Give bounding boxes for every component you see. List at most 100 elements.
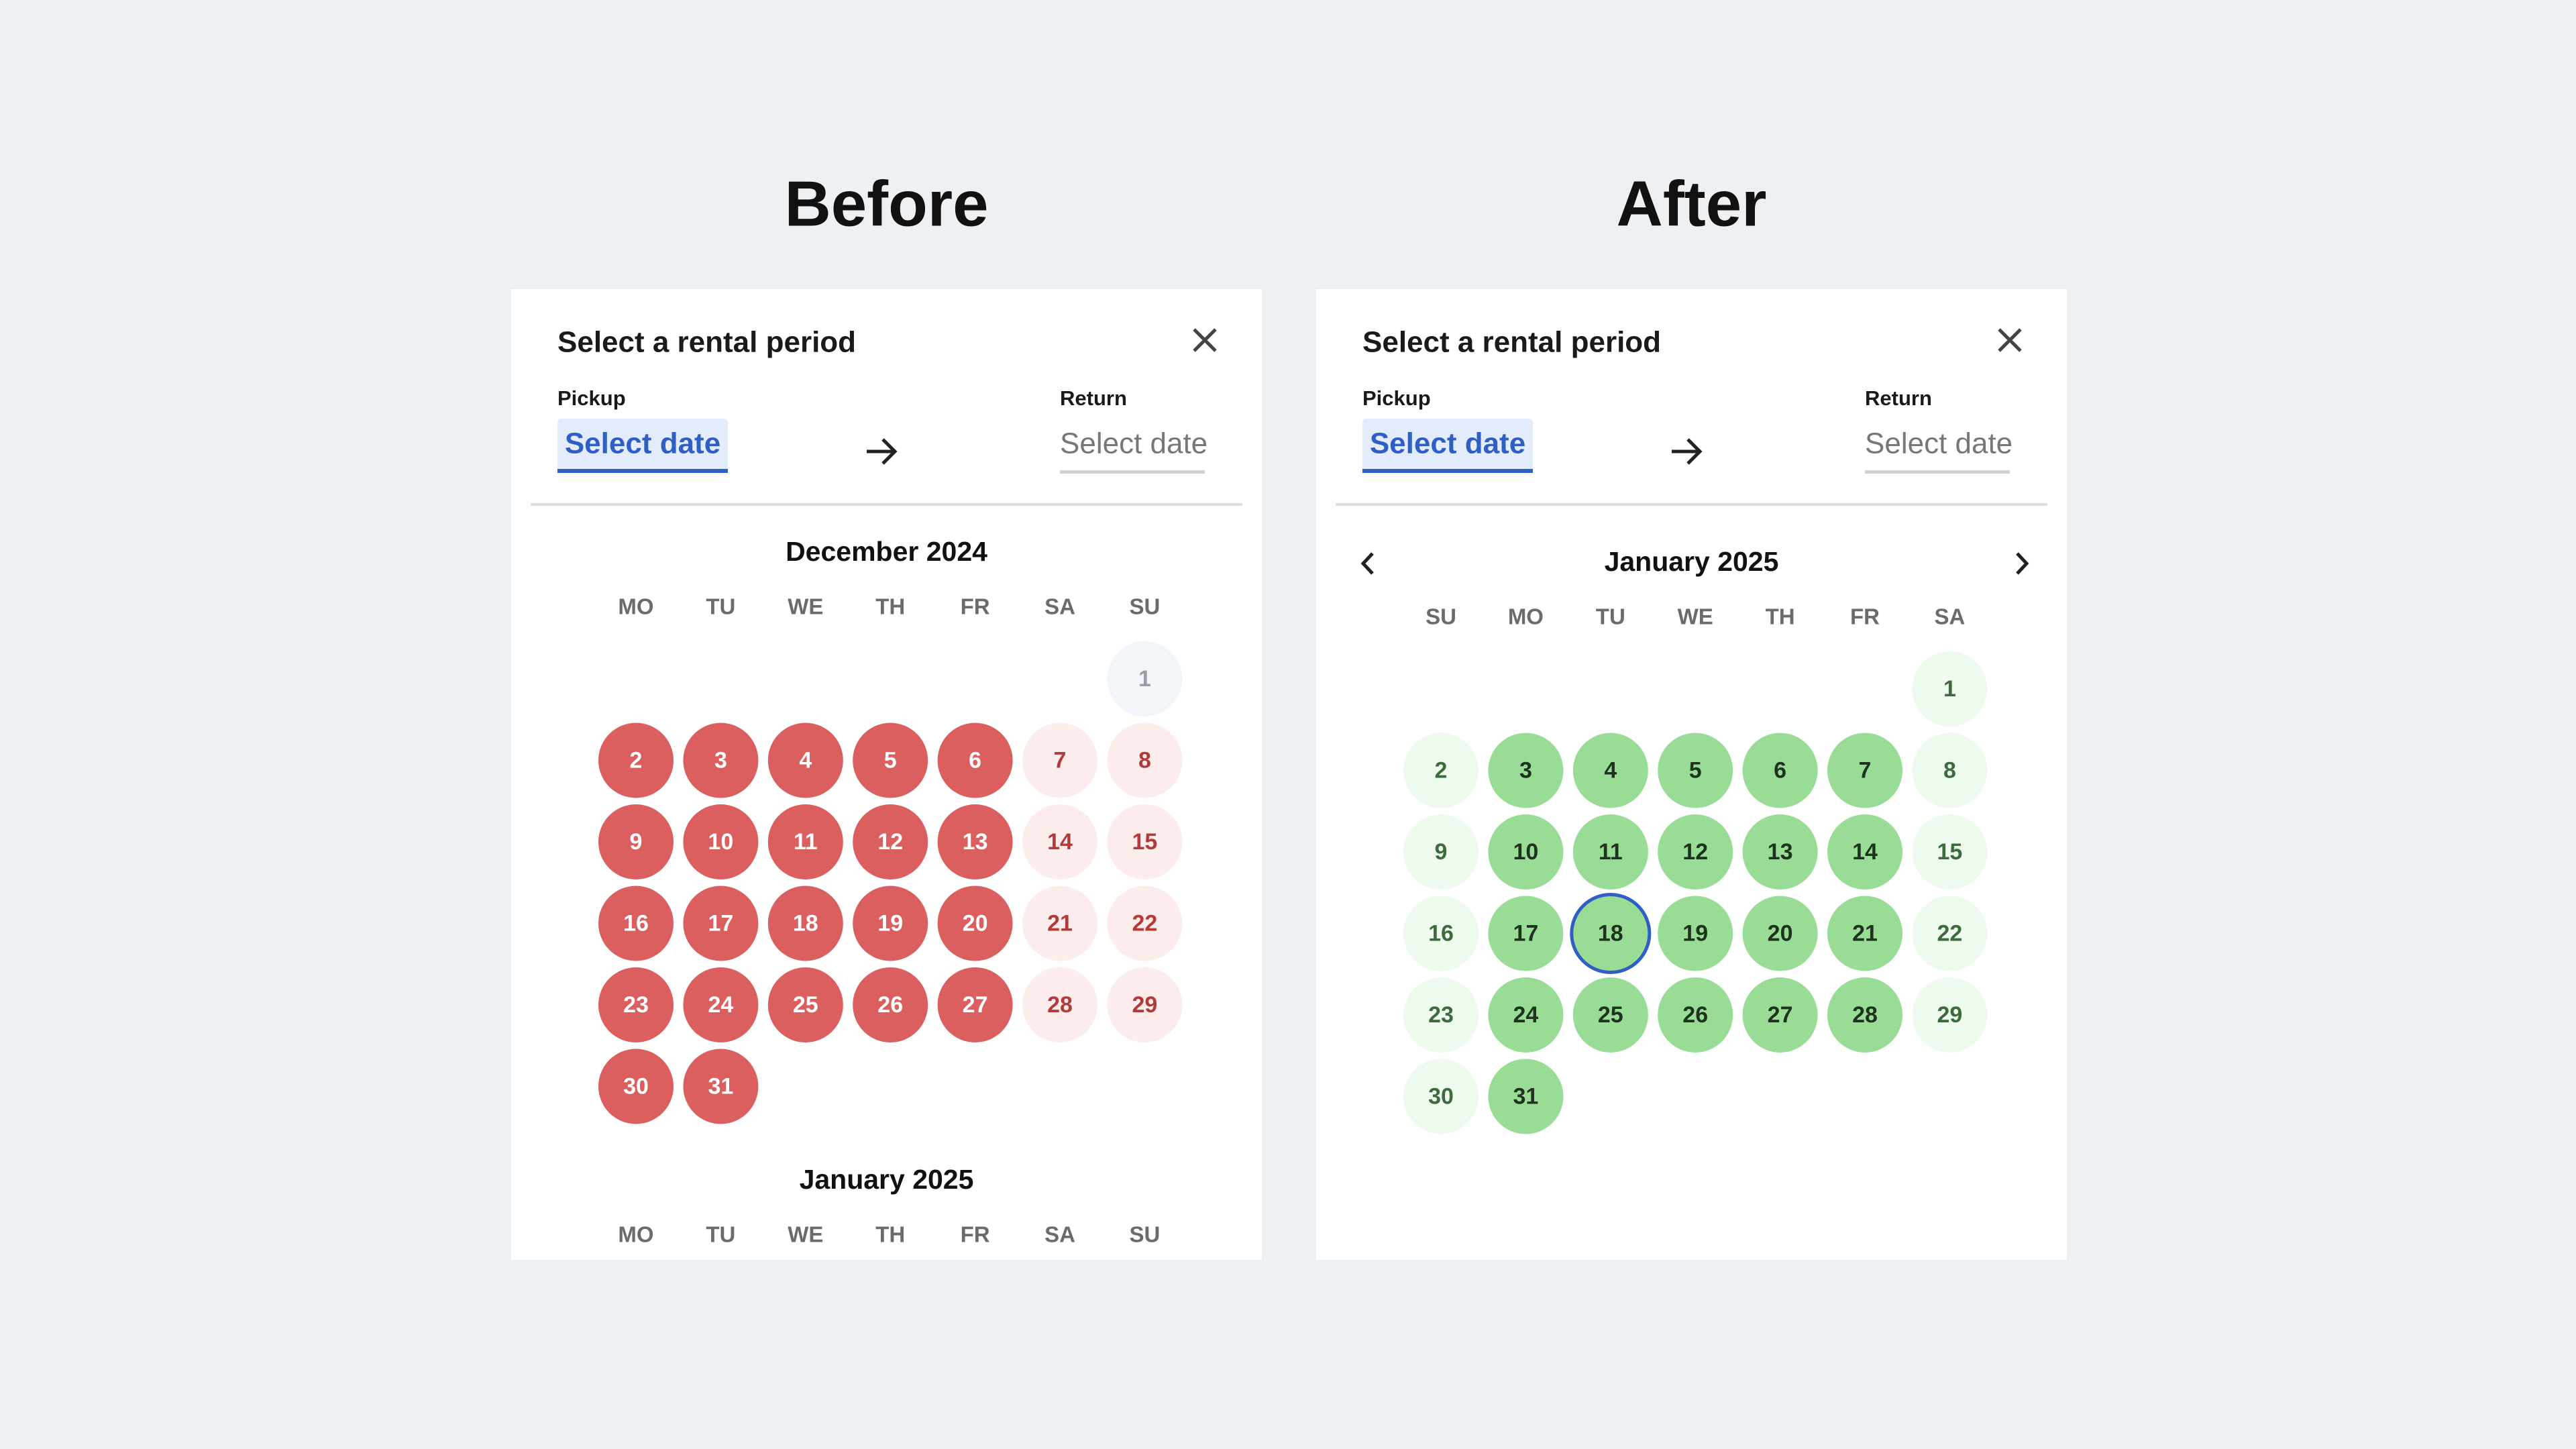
day-cell[interactable]: 28 [1827,977,1902,1053]
weekday-label: FR [1850,604,1880,629]
pickup-field[interactable]: Select date [557,419,728,473]
close-button[interactable] [1998,328,2022,352]
day-cell[interactable]: 14 [1022,804,1097,879]
day-cell[interactable]: 21 [1022,885,1097,961]
day-cell[interactable]: 11 [767,804,843,879]
day-cell[interactable]: 24 [1488,977,1564,1053]
day-number: 13 [1768,839,1793,865]
day-circle [1912,814,1988,890]
day-cell[interactable]: 1 [1912,651,1988,727]
day-number: 17 [1513,920,1538,946]
rental-panel: Select a rental period Pickup Select date R… [1316,289,2067,1260]
day-cell[interactable]: 23 [1403,977,1479,1053]
day-cell[interactable]: 16 [598,885,674,961]
day-cell[interactable]: 23 [598,967,674,1042]
day-cell[interactable]: 20 [937,885,1013,961]
day-cell[interactable]: 3 [1488,733,1564,808]
day-circle [937,722,1013,798]
day-number: 3 [1519,757,1532,783]
return-field[interactable]: Select date [1060,427,1208,474]
pickup-field[interactable]: Select date [1362,419,1533,473]
day-cell[interactable]: 25 [767,967,843,1042]
day-cell[interactable]: 6 [1742,733,1818,808]
arrow-icon [867,438,898,465]
close-icon [1193,328,1217,352]
return-field[interactable]: Select date [1865,427,2012,474]
day-cell[interactable]: 2 [598,722,674,798]
day-cell[interactable]: 29 [1107,967,1183,1042]
pickup-label: Pickup [1362,386,1431,410]
day-cell[interactable]: 1 [1107,641,1183,716]
day-circle [937,967,1013,1042]
day-cell[interactable]: 27 [937,967,1013,1042]
next-month[interactable] [2016,552,2029,575]
day-circle [1403,896,1479,971]
day-cell[interactable]: 18 [767,885,843,961]
day-number: 26 [877,992,903,1018]
day-cell[interactable]: 12 [853,804,928,879]
day-cell[interactable]: 17 [683,885,759,961]
day-cell[interactable]: 12 [1658,814,1733,890]
day-cell[interactable]: 13 [1742,814,1818,890]
day-cell[interactable]: 15 [1912,814,1988,890]
day-cell[interactable]: 9 [1403,814,1479,890]
day-cell[interactable]: 14 [1827,814,1902,890]
day-circle [767,967,843,1042]
day-cell[interactable]: 16 [1403,896,1479,971]
day-cell[interactable]: 19 [853,885,928,961]
day-cell[interactable]: 4 [1572,733,1648,808]
day-cell[interactable]: 7 [1827,733,1902,808]
day-cell[interactable]: 30 [598,1049,674,1124]
day-cell[interactable]: 22 [1912,896,1988,971]
pickup-highlight [1362,419,1533,473]
day-cell[interactable]: 21 [1827,896,1902,971]
day-cell[interactable]: 20 [1742,896,1818,971]
day-circle [1107,641,1183,716]
panel-heading: Select a rental period [1362,326,1661,359]
day-cell[interactable]: 28 [1022,967,1097,1042]
day-cell[interactable]: 31 [1488,1059,1564,1134]
day-cell[interactable]: 18 [1570,893,1652,974]
weekday-label: TH [875,594,905,619]
day-cell[interactable]: 5 [853,722,928,798]
day-number: 27 [1768,1002,1793,1028]
day-cell[interactable]: 26 [853,967,928,1042]
day-cell[interactable]: 4 [767,722,843,798]
day-cell[interactable]: 5 [1658,733,1733,808]
day-cell[interactable]: 25 [1572,977,1648,1053]
weekday-label: TU [1596,604,1625,629]
day-cell[interactable]: 13 [937,804,1013,879]
day-cell[interactable]: 19 [1658,896,1733,971]
day-circle [1658,733,1733,808]
day-cell[interactable]: 30 [1403,1059,1479,1134]
day-number: 25 [793,992,818,1018]
day-cell[interactable]: 22 [1107,885,1183,961]
day-circle [1742,977,1818,1053]
day-cell[interactable]: 29 [1912,977,1988,1053]
day-cell[interactable]: 8 [1912,733,1988,808]
day-cell[interactable]: 15 [1107,804,1183,879]
day-cell[interactable]: 6 [937,722,1013,798]
day-cell[interactable]: 26 [1658,977,1733,1053]
return-label: Return [1865,386,1932,410]
day-circle [1403,977,1479,1053]
close-button[interactable] [1193,328,1217,352]
day-circle [683,885,759,961]
day-cell[interactable]: 2 [1403,733,1479,808]
day-cell[interactable]: 11 [1572,814,1648,890]
day-number: 30 [623,1073,649,1099]
day-cell[interactable]: 10 [683,804,759,879]
day-cell[interactable]: 9 [598,804,674,879]
day-cell[interactable]: 24 [683,967,759,1042]
day-cell[interactable]: 31 [683,1049,759,1124]
day-cell[interactable]: 7 [1022,722,1097,798]
day-cell[interactable]: 3 [683,722,759,798]
prev-month[interactable] [1360,552,1374,575]
day-cell[interactable]: 10 [1488,814,1564,890]
day-cell[interactable]: 17 [1488,896,1564,971]
day-cell[interactable]: 27 [1742,977,1818,1053]
day-circle [1488,896,1564,971]
day-cell[interactable]: 8 [1107,722,1183,798]
day-circle [767,885,843,961]
pickup-underline [557,469,728,473]
